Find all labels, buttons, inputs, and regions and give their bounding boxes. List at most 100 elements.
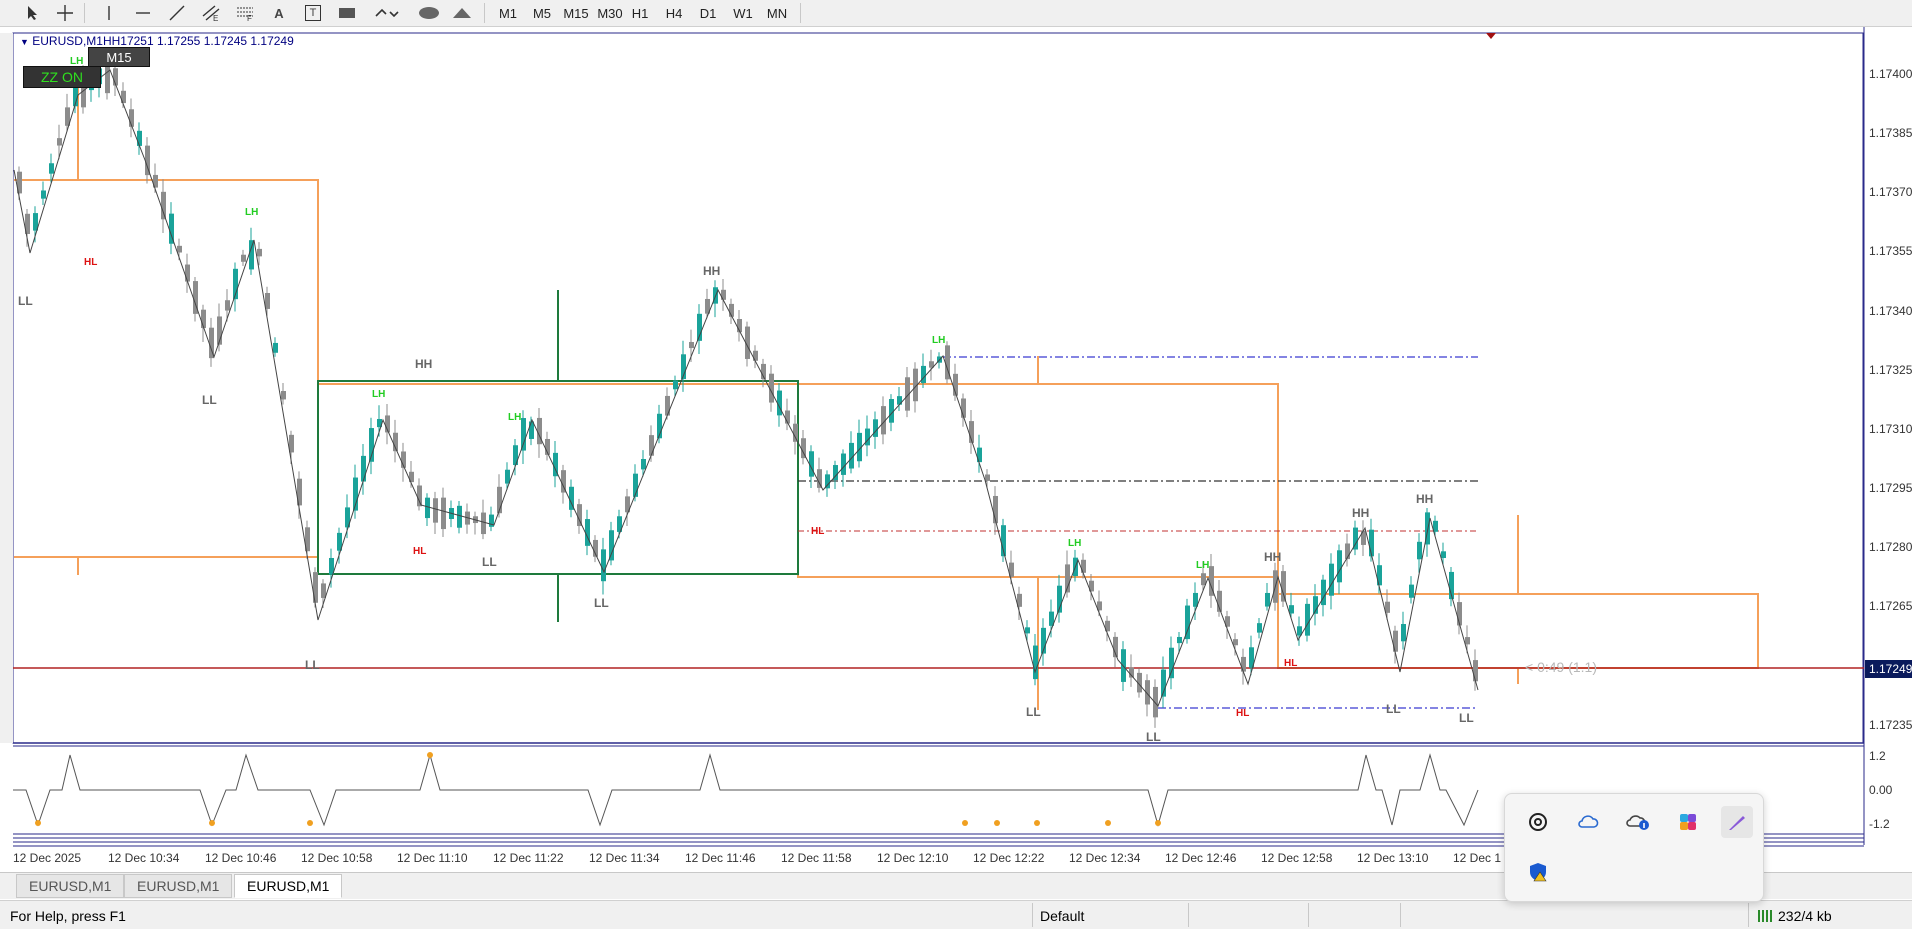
main-chart-frame <box>12 32 1864 744</box>
candle-body <box>129 109 134 127</box>
price-tick: 1.17310 <box>1869 422 1912 436</box>
timeframe-h4[interactable]: H4 <box>665 5 683 21</box>
candle-body <box>873 419 878 437</box>
swing-label: LL <box>305 658 320 672</box>
onedrive-icon[interactable] <box>1575 809 1601 835</box>
candle-body <box>785 410 790 424</box>
candle-body <box>1297 626 1302 636</box>
crosshair-icon[interactable] <box>54 2 76 24</box>
timeframe-h1[interactable]: H1 <box>631 5 649 21</box>
timeframe-w1[interactable]: W1 <box>733 5 753 21</box>
candle-body <box>401 451 406 468</box>
swing-label: HL <box>811 526 824 537</box>
candle-body <box>1137 672 1142 693</box>
candle-body <box>905 377 910 411</box>
price-tick: 1.17265 <box>1869 599 1912 613</box>
ellipse-icon[interactable] <box>416 2 442 24</box>
swing-labels: LH HL LL LH LL HH LH LH HL LL LL LL HH L… <box>18 56 1474 744</box>
candle-body <box>889 399 894 423</box>
swing-label: LL <box>202 393 217 407</box>
time-tick: 12 Dec 12:58 <box>1261 851 1333 865</box>
fibonacci-icon[interactable]: F <box>234 2 256 24</box>
timeframe-m5[interactable]: M5 <box>532 5 552 21</box>
candle-body <box>953 373 958 396</box>
candle-body <box>1321 579 1326 606</box>
equidistant-channel-icon[interactable]: E <box>200 2 222 24</box>
system-tray-overflow <box>1504 793 1764 902</box>
time-tick: 12 Dec 12:22 <box>973 851 1045 865</box>
left-margin <box>0 33 13 743</box>
candle-body <box>1089 580 1094 592</box>
candle-body <box>1337 550 1342 583</box>
candle-body <box>1033 645 1038 680</box>
candle-body <box>193 281 198 314</box>
chatgpt-icon[interactable] <box>1525 809 1551 835</box>
timeframe-mn[interactable]: MN <box>766 5 788 21</box>
candle-body <box>769 373 774 403</box>
status-profile: Default <box>1040 908 1085 924</box>
price-chart[interactable]: LH HL LL LH LL HH LH LH HL LL LL LL HH L… <box>0 0 1912 870</box>
swing-label: HH <box>1264 550 1281 564</box>
triangle-icon[interactable] <box>450 2 474 24</box>
candle-body <box>49 163 54 174</box>
candle-body <box>353 477 358 511</box>
candle-body <box>457 505 462 528</box>
timeframe-m1[interactable]: M1 <box>498 5 518 21</box>
candle-body <box>1265 592 1270 607</box>
candle-body <box>1257 623 1262 633</box>
copilot-icon[interactable] <box>1675 809 1701 835</box>
candle-body <box>865 428 870 446</box>
arrows-icon[interactable] <box>370 2 406 24</box>
price-tick: 1.17325 <box>1869 363 1912 377</box>
candle-body <box>289 434 294 453</box>
candle-body <box>681 354 686 380</box>
candle-body <box>241 254 246 262</box>
candle-body <box>1049 611 1054 626</box>
time-tick: 12 Dec 11:34 <box>589 851 660 865</box>
candle-body <box>625 496 630 513</box>
candle-body <box>1465 637 1470 645</box>
defender-warning-icon[interactable] <box>1525 859 1551 885</box>
timeframe-m15[interactable]: M15 <box>563 5 589 21</box>
candle-body <box>41 190 46 199</box>
candle-body <box>1281 571 1286 602</box>
candle-body <box>113 68 118 86</box>
status-traffic: 232/4 kb <box>1758 905 1832 927</box>
vertical-line-icon[interactable] <box>98 2 120 24</box>
trendline-icon[interactable] <box>166 2 188 24</box>
symbol-quote: EURUSD,M1HH17251 1.17255 1.17245 1.17249 <box>32 34 294 48</box>
candle-body <box>17 171 22 194</box>
candle-body <box>617 516 622 532</box>
chart-tab-1[interactable]: EURUSD,M1 <box>16 874 125 898</box>
text-icon[interactable]: A <box>274 5 284 21</box>
candle-body <box>1209 566 1214 596</box>
status-bar: For Help, press F1 Default 232/4 kb <box>0 900 1912 929</box>
pen-icon[interactable] <box>1721 806 1753 838</box>
onedrive-info-icon[interactable] <box>1625 809 1651 835</box>
indicator-dots <box>35 752 1161 826</box>
zigzag-toggle-button[interactable]: ZZ ON <box>23 66 101 88</box>
candle-body <box>833 465 838 480</box>
candle-body <box>729 303 734 317</box>
candle-body <box>305 527 310 552</box>
candle-body <box>993 495 998 524</box>
cursor-icon[interactable] <box>22 2 44 24</box>
chart-tab-3[interactable]: EURUSD,M1 <box>234 874 343 898</box>
chart-tab-2[interactable]: EURUSD,M1 <box>124 874 233 898</box>
horizontal-line-icon[interactable] <box>132 2 154 24</box>
candle-body <box>1193 592 1198 607</box>
timeframe-badge[interactable]: M15 <box>88 47 150 67</box>
candle-body <box>105 62 110 94</box>
text-label-icon[interactable]: T <box>302 2 324 24</box>
symbol-info: ▼ EURUSD,M1HH17251 1.17255 1.17245 1.172… <box>20 34 294 48</box>
candle-body <box>1001 525 1006 557</box>
candle-body <box>593 539 598 557</box>
candle-body <box>609 530 614 561</box>
swing-label: LH <box>1196 560 1209 571</box>
timeframe-m30[interactable]: M30 <box>597 5 623 21</box>
candle-body <box>1329 563 1334 596</box>
candle-body <box>1065 564 1070 593</box>
price-axis: 1.17400 1.17385 1.17370 1.17355 1.17340 … <box>1869 67 1912 831</box>
rectangle-icon[interactable] <box>336 2 358 24</box>
timeframe-d1[interactable]: D1 <box>699 5 717 21</box>
